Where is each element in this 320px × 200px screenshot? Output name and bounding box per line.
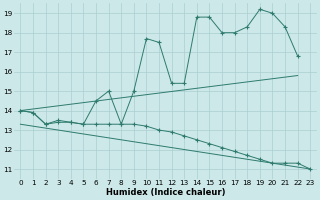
- X-axis label: Humidex (Indice chaleur): Humidex (Indice chaleur): [106, 188, 225, 197]
